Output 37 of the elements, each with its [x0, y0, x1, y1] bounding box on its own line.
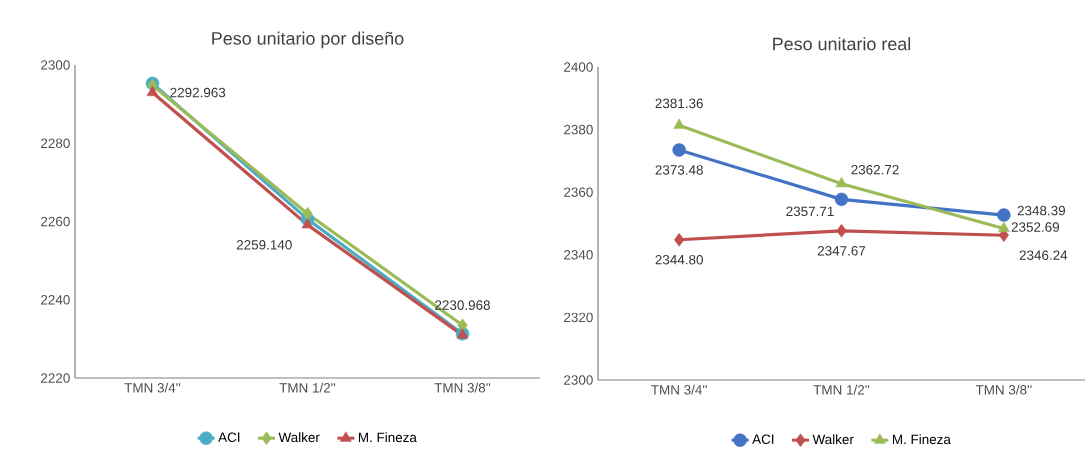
- y-tick-label: 2280: [41, 138, 70, 148]
- y-tick-label: 2240: [41, 294, 70, 305]
- data-label: 2348.39: [1017, 205, 1066, 216]
- x-tick-label: TMN 1/2'': [813, 384, 870, 395]
- y-tick-label: 2360: [564, 187, 593, 197]
- data-label: 2259.140: [236, 240, 292, 250]
- legend-label: M. Fineza: [358, 432, 417, 443]
- legend-label: ACI: [752, 434, 774, 444]
- data-label: 2347.67: [817, 245, 866, 256]
- y-tick-label: 2340: [564, 250, 593, 260]
- y-tick-label: 2220: [41, 373, 70, 383]
- y-tick-label: 2380: [564, 124, 593, 135]
- legend-label: Walker: [278, 432, 320, 443]
- data-label: 2357.71: [786, 206, 834, 217]
- data-label: 2352.69: [1011, 222, 1060, 232]
- x-tick-label: TMN 3/4'': [124, 382, 181, 393]
- legend-label: Walker: [812, 434, 854, 445]
- data-label: 2373.48: [655, 165, 703, 175]
- chart-title: Peso unitario por diseño: [212, 31, 404, 49]
- chart-title: Peso unitario real: [773, 37, 911, 51]
- data-label: 2230.968: [435, 300, 490, 310]
- x-tick-label: TMN 3/8'': [975, 384, 1032, 395]
- x-tick-label: TMN 3/8'': [434, 382, 491, 393]
- data-label: 2344.80: [655, 254, 703, 265]
- data-label: 2362.72: [851, 164, 899, 175]
- data-label: 2381.36: [655, 98, 703, 109]
- y-tick-label: 2300: [564, 375, 593, 385]
- y-tick-label: 2400: [564, 62, 593, 72]
- legend-label: M. Fineza: [892, 434, 951, 445]
- y-tick-label: 2300: [41, 60, 70, 70]
- y-tick-label: 2260: [41, 216, 70, 227]
- data-label: 2292.963: [170, 87, 226, 98]
- legend-label: ACI: [218, 432, 240, 442]
- x-tick-label: TMN 1/2'': [279, 382, 336, 393]
- data-label: 2346.24: [1019, 250, 1068, 260]
- x-tick-label: TMN 3/4'': [651, 384, 707, 395]
- y-tick-label: 2320: [564, 312, 593, 323]
